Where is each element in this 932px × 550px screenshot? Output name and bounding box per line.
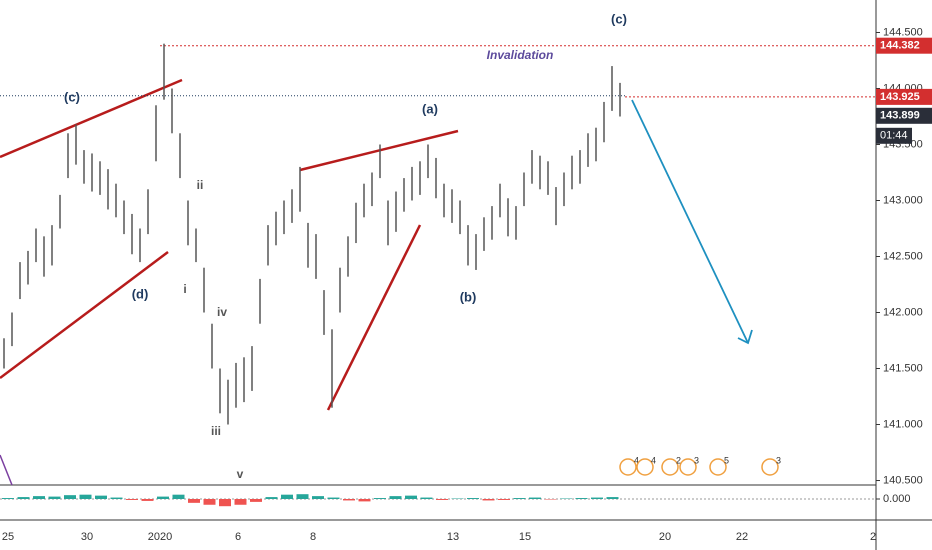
oscillator-bar [203,499,216,505]
event-count: 5 [724,455,729,465]
trend-line [0,454,13,486]
oscillator-bar [234,499,247,505]
wave-label: (d) [132,286,149,301]
x-tick-label: 6 [235,531,241,543]
event-icon [661,458,679,476]
event-icon [761,458,779,476]
oscillator-bar [265,497,278,499]
oscillator-bar [219,499,231,507]
oscillator-bar [172,494,185,499]
level-label: 144.382 [880,40,920,52]
oscillator-bar [64,495,76,499]
oscillator-bar [343,499,355,501]
oscillator-bar [513,498,526,499]
oscillator-bar [79,494,92,499]
wave-label: ii [197,178,204,192]
y-tick-label: 142.500 [883,250,923,262]
oscillator-bar [374,498,386,499]
arrow-head [737,329,753,345]
x-tick-label: 13 [447,531,459,543]
oscillator-bar [358,499,371,502]
y-tick-label: 143.000 [883,194,923,206]
wave-label: (c) [611,11,627,26]
oscillator-bar [591,497,603,499]
event-icon [619,458,637,476]
x-tick-label: 30 [81,531,93,543]
oscillator-bar [126,499,138,500]
wave-label: v [237,467,244,481]
y-tick-label: 141.000 [883,418,923,430]
oscillator-bar [17,497,30,499]
x-tick-label: 25 [2,531,14,543]
wave-label: (c) [64,89,80,104]
oscillator-bar [33,496,45,499]
oscillator-bar [296,494,309,499]
y-tick-label: 142.000 [883,306,923,318]
oscillator-bar [250,499,262,502]
countdown-label: 01:44 [880,130,908,142]
countdown-box [876,127,912,144]
trend-line [0,78,183,159]
invalidation-label: Invalidation [487,48,554,62]
event-count: 3 [776,455,781,465]
event-count: 4 [651,455,656,465]
event-icon [636,458,654,476]
x-tick-label: 2020 [148,531,172,543]
oscillator-bar [157,496,169,499]
oscillator-bar [95,495,107,499]
oscillator-bar [467,498,479,499]
event-count: 2 [676,455,681,465]
oscillator-bar [420,497,433,499]
level-label: 143.925 [880,91,920,103]
trend-line [0,251,169,379]
oscillator-bar [436,499,448,500]
x-tick-label: 15 [519,531,531,543]
wave-label: iv [217,305,227,319]
oscillator-bar [110,497,123,499]
event-icon [709,458,727,476]
x-tick-label: 22 [736,531,748,543]
oscillator-bar [482,499,495,501]
last-price-box [876,107,932,124]
oscillator-bar [2,498,14,499]
trend-line [299,129,459,172]
oscillator-bar [606,497,619,499]
oscillator-bar [405,495,417,499]
event-count: 4 [634,455,639,465]
last-price-label: 143.899 [880,110,920,122]
y-tick-label: 144.500 [883,26,923,38]
oscillator-bar [389,496,402,499]
oscillator-bar [498,499,510,500]
wave-label: iii [211,424,221,438]
y-tick-label: 141.500 [883,362,923,374]
event-icon [679,458,697,476]
oscillator-bar [281,494,293,499]
oscillator-bar [575,498,588,499]
level-label-box [876,88,932,105]
event-count: 3 [694,455,699,465]
x-tick-label: 20 [659,531,671,543]
wave-label: (b) [460,289,477,304]
wave-label: i [183,282,186,296]
y-tick-label: 140.500 [883,474,923,486]
oscillator-bar [327,497,340,499]
y-tick-label: 0.000 [883,493,911,505]
x-tick-label: 2 [870,531,876,543]
oscillator-bar [529,497,541,499]
oscillator-bar [312,496,324,499]
projection-arrow [631,99,749,344]
oscillator-bar [141,499,154,501]
x-tick-label: 8 [310,531,316,543]
trend-line [326,224,422,411]
oscillator-bar [188,499,200,503]
wave-label: (a) [422,101,438,116]
level-label-box [876,37,932,54]
oscillator-bar [48,496,61,499]
